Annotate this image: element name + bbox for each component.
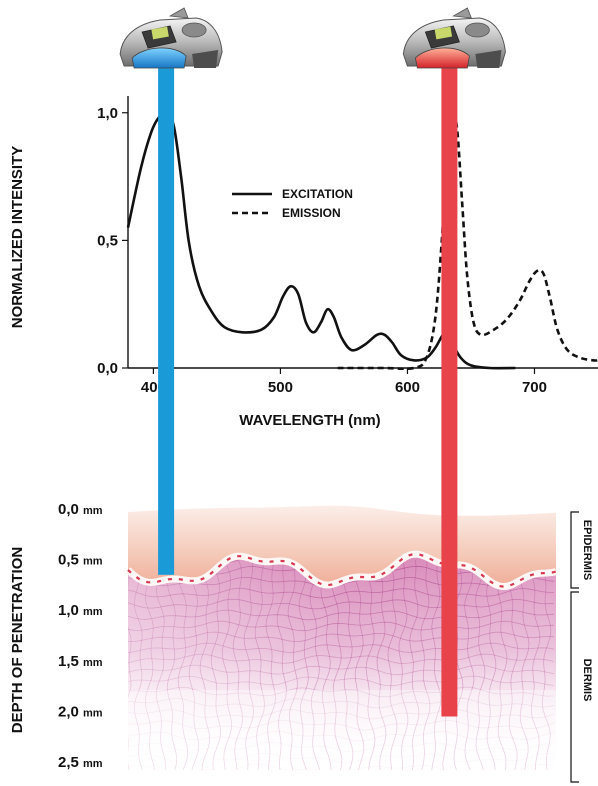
red-light-beam xyxy=(441,60,458,717)
series-line-excitation xyxy=(126,111,516,370)
blue-light-beam xyxy=(158,60,175,575)
blue-light-device-icon xyxy=(119,7,223,69)
series-line-emission xyxy=(337,111,598,371)
y-tick-label: 1,0 xyxy=(97,105,118,122)
chart-legend: EXCITATION EMISSION xyxy=(232,187,353,220)
x-tick-label: 700 xyxy=(522,379,547,396)
depth-tick-label: 1,0 mm xyxy=(58,602,103,619)
depth-tick-label: 2,5 mm xyxy=(58,754,103,771)
y-tick-label: 0,0 xyxy=(97,360,118,377)
layer-label: DERMIS xyxy=(581,659,593,702)
x-tick-label: 500 xyxy=(268,379,293,396)
layer-bracket xyxy=(570,511,579,589)
depth-tick-label: 1,5 mm xyxy=(58,653,103,670)
y-axis-title: NORMALIZED INTENSITY xyxy=(9,146,26,329)
layer-bracket xyxy=(570,591,579,783)
chart-axes xyxy=(127,96,598,369)
y-tick-label: 0,5 xyxy=(97,232,118,249)
legend-label: EMISSION xyxy=(282,206,341,220)
skin-cross-section: DEPTH OF PENETRATION 0,0 mm 0,5 mm 1,0 mm 1… xyxy=(9,501,593,783)
chart-series xyxy=(126,111,598,371)
legend-label: EXCITATION xyxy=(282,187,353,201)
red-light-device-icon xyxy=(402,7,506,69)
basement-membrane-cells xyxy=(127,552,557,588)
x-tick-label: 600 xyxy=(395,379,420,396)
spectrum-chart: NORMALIZED INTENSITY WAVELENGTH (nm) 400… xyxy=(9,96,598,429)
depth-ticks: 0,0 mm 0,5 mm 1,0 mm 1,5 mm 2,0 mm 2,5 mm xyxy=(58,501,103,771)
depth-axis-title: DEPTH OF PENETRATION xyxy=(9,547,26,733)
depth-tick-label: 2,0 mm xyxy=(58,703,103,720)
layer-label: EPIDERMIS xyxy=(581,520,593,581)
depth-tick-label: 0,0 mm xyxy=(58,501,103,518)
depth-tick-label: 0,5 mm xyxy=(58,552,103,569)
epidermis-layer xyxy=(128,505,556,587)
x-axis-title: WAVELENGTH (nm) xyxy=(239,412,380,429)
layer-brackets: EPIDERMIS DERMIS xyxy=(570,511,593,783)
